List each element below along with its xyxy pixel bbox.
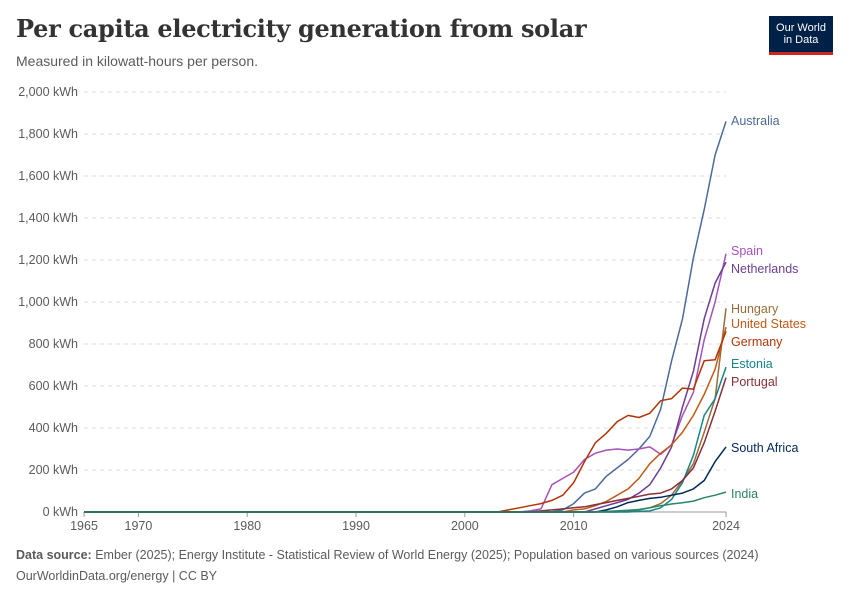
series-line-india [84, 491, 727, 513]
series-label-australia: Australia [731, 114, 780, 128]
y-tick-label: 400 kWh [29, 421, 78, 435]
series-label-germany: Germany [731, 335, 783, 349]
logo-line-1: Our World [776, 22, 826, 34]
series-label-estonia: Estonia [731, 357, 773, 371]
line-chart: 0 kWh 200 kWh 400 kWh 600 kWh 800 kWh 1,000 k… [18, 85, 806, 533]
x-tick-label: 2024 [712, 519, 740, 533]
series-line-australia [84, 121, 727, 513]
y-tick-label: 1,000 kWh [18, 295, 78, 309]
x-tick-label: 2010 [560, 519, 588, 533]
x-tick-label: 2000 [451, 519, 479, 533]
series-line-spain [84, 253, 727, 513]
chart-title: Per capita electricity generation from s… [16, 14, 587, 43]
series-line-estonia [84, 366, 727, 513]
logo-line-2: in Data [783, 34, 819, 46]
x-tick-label: 1965 [70, 519, 98, 533]
series-line-south-africa [84, 446, 727, 513]
source-label: Data source: [16, 548, 92, 562]
y-tick-label: 0 kWh [43, 505, 78, 519]
series-label-united-states: United States [731, 317, 806, 331]
y-tick-label: 1,200 kWh [18, 253, 78, 267]
y-tick-label: 200 kWh [29, 463, 78, 477]
series-label-netherlands: Netherlands [731, 262, 798, 276]
footer-url[interactable]: OurWorldinData.org/energy | CC BY [16, 569, 218, 583]
x-tick-label: 1990 [342, 519, 370, 533]
series-line-portugal [84, 377, 727, 513]
series-label-portugal: Portugal [731, 375, 778, 389]
series-line-netherlands [84, 261, 727, 513]
chart-subtitle: Measured in kilowatt-hours per person. [16, 53, 259, 69]
series-label-spain: Spain [731, 244, 763, 258]
series-lines [84, 121, 727, 513]
x-axis: 1965 1970 1980 1990 2000 2010 2024 [70, 511, 740, 533]
footer-source: Data source: Ember (2025); Energy Instit… [16, 548, 759, 562]
source-text: Ember (2025); Energy Institute - Statist… [91, 548, 759, 562]
series-label-south-africa: South Africa [731, 441, 798, 455]
series-line-hungary [84, 308, 727, 513]
y-tick-label: 800 kWh [29, 337, 78, 351]
y-tick-label: 1,400 kWh [18, 211, 78, 225]
y-tick-label: 1,800 kWh [18, 127, 78, 141]
y-tick-label: 2,000 kWh [18, 85, 78, 99]
y-tick-label: 600 kWh [29, 379, 78, 393]
x-tick-label: 1980 [233, 519, 261, 533]
series-line-germany [84, 331, 727, 513]
series-label-hungary: Hungary [731, 302, 779, 316]
x-tick-label: 1970 [125, 519, 153, 533]
y-tick-label: 1,600 kWh [18, 169, 78, 183]
grid-lines [84, 91, 726, 471]
series-line-united-states [84, 327, 727, 513]
series-label-india: India [731, 487, 758, 501]
y-axis-ticks: 0 kWh 200 kWh 400 kWh 600 kWh 800 kWh 1,000 k… [18, 85, 78, 519]
owid-logo[interactable]: Our World in Data [769, 16, 833, 55]
